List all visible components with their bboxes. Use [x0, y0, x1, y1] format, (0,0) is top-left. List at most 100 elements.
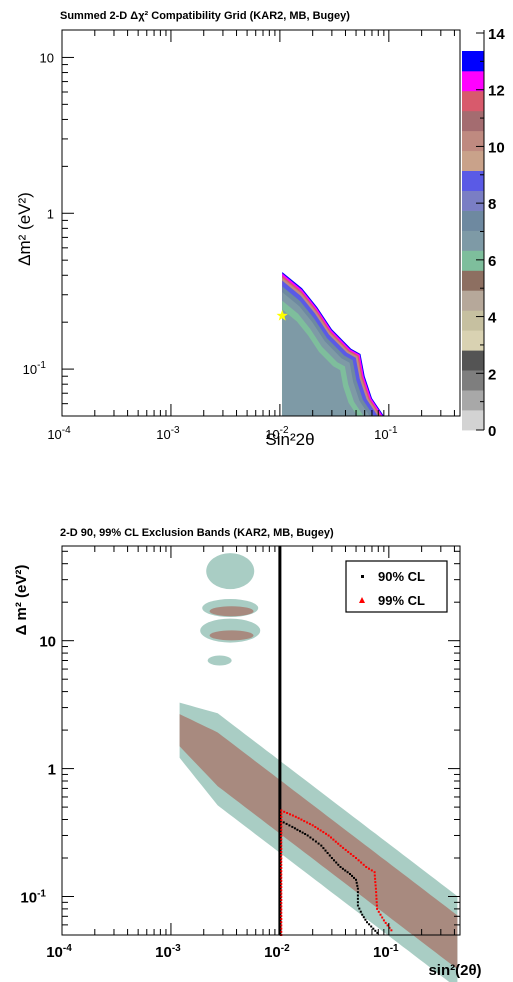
cl99-point — [280, 882, 283, 885]
x-tick-label: 10-3 — [155, 943, 181, 961]
cl99-point — [375, 894, 378, 897]
cl90-point — [326, 852, 329, 854]
cl99-point — [280, 898, 283, 901]
cl99-point — [342, 846, 345, 849]
cl99-point — [375, 904, 378, 907]
cl99-point — [280, 854, 283, 857]
cl99-point — [375, 901, 378, 904]
cl99-point — [280, 860, 283, 863]
x-tick-label: 10-1 — [373, 943, 399, 961]
cl99-point — [280, 924, 283, 927]
colorbar-swatch — [462, 410, 484, 431]
colorbar-label: 10 — [488, 139, 505, 156]
cl99-point — [373, 871, 376, 874]
cl99-point — [373, 874, 376, 877]
cl90-point — [337, 863, 340, 866]
colorbar-swatch — [462, 290, 484, 311]
band-90-island — [209, 630, 254, 641]
cl90-point — [320, 844, 323, 847]
cl90-point — [356, 891, 359, 894]
cl90-point — [370, 925, 373, 928]
cl99-point — [306, 821, 309, 824]
colorbar-swatch — [462, 250, 484, 271]
cl99-point — [382, 919, 385, 922]
cl90-point — [339, 866, 342, 868]
cl99-point — [362, 863, 365, 866]
cl99-point — [314, 826, 317, 828]
colorbar-swatch — [462, 110, 484, 132]
cl99-point — [330, 836, 332, 839]
colorbar-label: 4 — [488, 310, 497, 327]
colorbar-swatch — [462, 150, 484, 171]
cl99-point — [280, 892, 283, 895]
cl99-point — [280, 841, 283, 844]
colorbar-swatch — [462, 170, 484, 191]
cl99-point — [280, 838, 283, 841]
cl99-point — [365, 866, 368, 868]
cl99-point — [319, 829, 322, 832]
cl90-point — [288, 824, 291, 827]
colorbar-swatch — [462, 230, 484, 251]
cl99-point — [349, 852, 352, 855]
cl90-point — [353, 876, 355, 879]
cl99-point — [355, 857, 357, 859]
cl90-point — [306, 834, 309, 837]
y-tick-label: 1 — [47, 206, 54, 221]
y-tick-label: 1 — [48, 762, 56, 779]
cl99-point — [283, 810, 286, 813]
legend-marker-99 — [359, 597, 365, 603]
cl99-point — [280, 870, 283, 873]
cl90-point — [356, 887, 359, 890]
cl90-point — [309, 836, 312, 839]
colorbar-swatch — [462, 210, 484, 231]
cl99-point — [280, 809, 283, 812]
cl99-point — [280, 867, 283, 869]
cl99-point — [347, 850, 350, 853]
y-tick-label: 10 — [39, 634, 56, 651]
colorbar-swatch — [462, 190, 484, 211]
cl90-point — [361, 913, 364, 916]
plot-frame — [61, 29, 461, 417]
x-tick-label: 10-2 — [264, 943, 290, 961]
cl99-point — [280, 895, 283, 898]
cl90-point — [351, 874, 353, 877]
cl99-point — [280, 911, 283, 914]
cl90-point — [301, 831, 304, 834]
cl99-point — [344, 848, 347, 851]
cl99-point — [325, 832, 327, 835]
bottom-plot-area: 10-4 10-3 10-2 10-1 10-1 1 10 90% CL 99% CL — [20, 545, 461, 982]
band-99-island — [206, 553, 255, 590]
cl99-point — [280, 902, 283, 905]
cl99-point — [280, 828, 283, 831]
plot-background — [62, 30, 460, 416]
cl99-point — [317, 827, 319, 830]
cl90-point — [355, 878, 357, 881]
y-tick-label: 10-1 — [20, 888, 46, 906]
cl99-point — [374, 881, 377, 884]
cl99-point — [286, 812, 289, 814]
cl90-point — [368, 923, 371, 926]
cl90-point — [324, 849, 327, 852]
legend-box — [345, 560, 448, 613]
cl90-point — [364, 918, 367, 921]
cl99-point — [297, 817, 300, 820]
cl90-point — [356, 894, 359, 897]
cl90-point — [356, 901, 359, 904]
cl90-point — [285, 822, 288, 825]
compatibility-region-layer — [282, 309, 384, 416]
cl99-point — [368, 867, 370, 870]
band-99-island — [207, 655, 232, 666]
cl99-point — [381, 916, 384, 919]
band-90-diagonal — [179, 714, 458, 970]
cl90-point — [317, 842, 320, 845]
cl99-point — [280, 873, 283, 876]
cl99-point — [280, 918, 283, 920]
cl90-point — [299, 830, 301, 833]
cl99-point — [280, 914, 283, 917]
cl99-point — [280, 930, 283, 933]
colorbar-swatch — [462, 270, 484, 291]
cl99-point — [300, 818, 303, 821]
cl90-point — [341, 867, 344, 870]
